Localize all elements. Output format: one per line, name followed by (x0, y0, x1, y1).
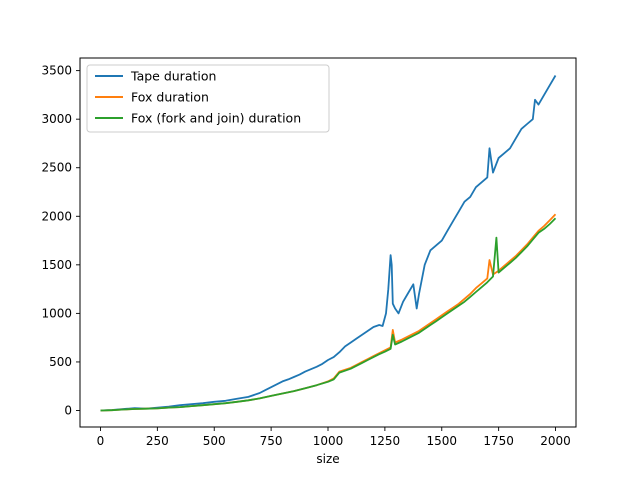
y-tick-label: 500 (49, 355, 72, 369)
x-axis-ticks: 0 250 500 750 1000 1250 1500 1750 2000 (97, 427, 571, 448)
y-tick-label: 1000 (41, 306, 72, 320)
x-tick-label: 1000 (313, 434, 344, 448)
legend-label-tape: Tape duration (130, 69, 216, 84)
legend-box (86, 64, 330, 133)
x-tick-label: 1500 (426, 434, 457, 448)
y-tick-label: 0 (64, 403, 72, 417)
legend-label-fox-fork-join: Fox (fork and join) duration (131, 111, 301, 126)
series-line-0 (100, 75, 557, 412)
x-tick-label: 250 (146, 434, 169, 448)
y-tick-label: 3500 (41, 64, 72, 78)
y-tick-label: 2500 (41, 161, 72, 175)
x-tick-label: 2000 (540, 434, 571, 448)
x-tick-label: 1750 (483, 434, 514, 448)
x-axis-label: size (316, 452, 339, 466)
y-axis-ticks: 0 500 1000 1500 2000 2500 3000 3500 (41, 64, 80, 417)
legend: Tape duration Fox duration Fox (fork and… (86, 64, 330, 133)
y-tick-label: 3000 (41, 112, 72, 126)
x-tick-label: 1250 (370, 434, 401, 448)
series-layer (100, 75, 557, 412)
x-tick-label: 500 (203, 434, 226, 448)
legend-label-fox: Fox duration (131, 90, 209, 105)
y-tick-label: 1500 (41, 258, 72, 272)
y-tick-label: 2000 (41, 209, 72, 223)
x-tick-label: 750 (260, 434, 283, 448)
series-line-2 (100, 217, 557, 412)
x-tick-label: 0 (97, 434, 105, 448)
